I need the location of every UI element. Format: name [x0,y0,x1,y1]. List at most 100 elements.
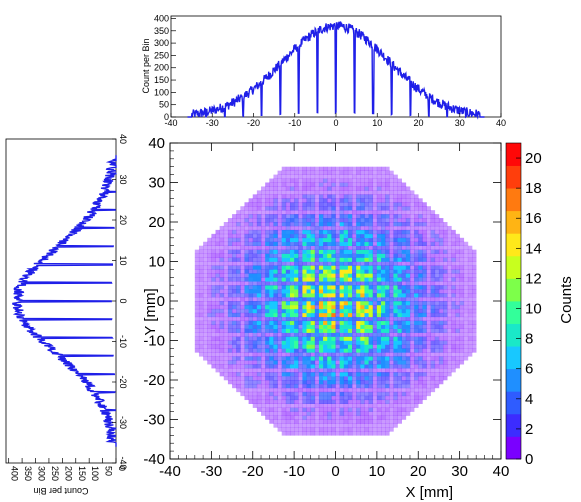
heatmap-cell [372,415,378,420]
heatmap-cell [306,210,311,215]
heatmap-cell [285,210,291,215]
heatmap-cell [426,293,431,298]
heatmap-cell [327,380,332,385]
heatmap-cell [215,368,220,373]
heatmap-cell [281,233,287,239]
heatmap-cell [376,225,382,231]
heatmap-cell [302,241,307,246]
heatmap-cell [281,269,287,274]
heatmap-cell [289,293,295,298]
heatmap-cell [463,312,469,318]
heatmap-cell [389,395,394,401]
heatmap-cell [368,316,374,322]
heatmap-cell [385,411,390,416]
heatmap-cell [339,304,345,310]
heatmap-cell [393,285,398,290]
heatmap-cell [261,194,266,199]
heatmap-cell [289,253,295,258]
heatmap-cell [472,293,477,298]
heatmap-cell [248,316,254,322]
heatmap-cell [463,316,469,322]
heatmap-cell [364,348,369,353]
heatmap-cell [335,423,340,428]
heatmap-cell [467,336,473,341]
heatmap-cell [294,380,299,385]
heatmap-cell [261,202,266,207]
heatmap-cell [447,281,452,286]
heatmap-cell [219,340,225,345]
heatmap-cell [331,419,336,424]
heatmap-cell [451,320,456,325]
heatmap-cell [306,376,311,381]
heatmap-cell [409,249,415,254]
heatmap-cell [368,178,374,183]
heatmap-cell [294,237,299,243]
top-x-tick-label: -20 [247,118,260,128]
heatmap-cell [219,336,225,341]
heatmap-cell [393,364,398,369]
heatmap-cell [256,407,262,412]
heatmap-cell [397,301,402,306]
heatmap-cell [401,320,407,325]
heatmap-cell [447,233,452,239]
heatmap-cell [310,289,316,294]
heatmap-cell [443,348,448,353]
heatmap-cell [467,312,473,318]
heatmap-cell [409,328,415,333]
heatmap-cell [273,356,278,361]
heatmap-cell [372,202,378,207]
heatmap-cell [219,265,225,270]
heatmap-cell [273,348,278,353]
heatmap-cell [451,229,456,235]
heatmap-cell [352,281,357,286]
heatmap-cell [352,356,357,361]
heatmap-cell [339,316,345,322]
heatmap-cell [289,395,295,401]
heatmap-cell [438,348,444,353]
heatmap-cell [269,293,274,298]
heatmap-cell [389,285,394,290]
heatmap-cell [298,407,303,412]
heatmap-cell [372,214,378,219]
heatmap-cell [409,372,415,377]
heatmap-cell [352,269,357,274]
heatmap-cell [281,249,287,254]
heatmap-cell [434,229,440,235]
heatmap-cell [265,249,270,254]
heatmap-cell [356,308,361,314]
heatmap-cell [302,269,307,274]
main-x-tick-label: -40 [159,463,181,480]
heatmap-cell [438,245,444,250]
heatmap-cell [372,380,378,385]
heatmap-cell [422,277,427,282]
heatmap-cell [269,269,274,274]
heatmap-cell [331,399,336,404]
heatmap-cell [381,186,386,191]
heatmap-cell [227,316,233,322]
heatmap-cell [310,194,316,199]
heatmap-cell [389,407,394,412]
heatmap-cell [261,297,266,302]
heatmap-cell [244,265,249,270]
heatmap-cell [252,332,258,337]
heatmap-cell [265,285,270,290]
heatmap-cell [198,289,204,294]
heatmap-cell [298,419,303,424]
heatmap-cell [385,328,390,333]
heatmap-cell [223,222,229,227]
heatmap-cell [385,415,390,420]
heatmap-cell [248,360,254,365]
heatmap-cell [240,344,245,349]
heatmap-cell [256,253,262,258]
heatmap-cell [368,265,374,270]
heatmap-cell [368,281,374,286]
heatmap-cell [372,166,378,171]
heatmap-cell [397,372,402,377]
heatmap-cell [331,170,336,175]
top-y-tick-label: 50 [159,100,169,110]
heatmap-cell [438,285,444,290]
left-pos-tick-label: 30 [118,174,128,184]
heatmap-cell [285,253,291,258]
heatmap-cell [306,352,311,357]
heatmap-cell [381,360,386,365]
